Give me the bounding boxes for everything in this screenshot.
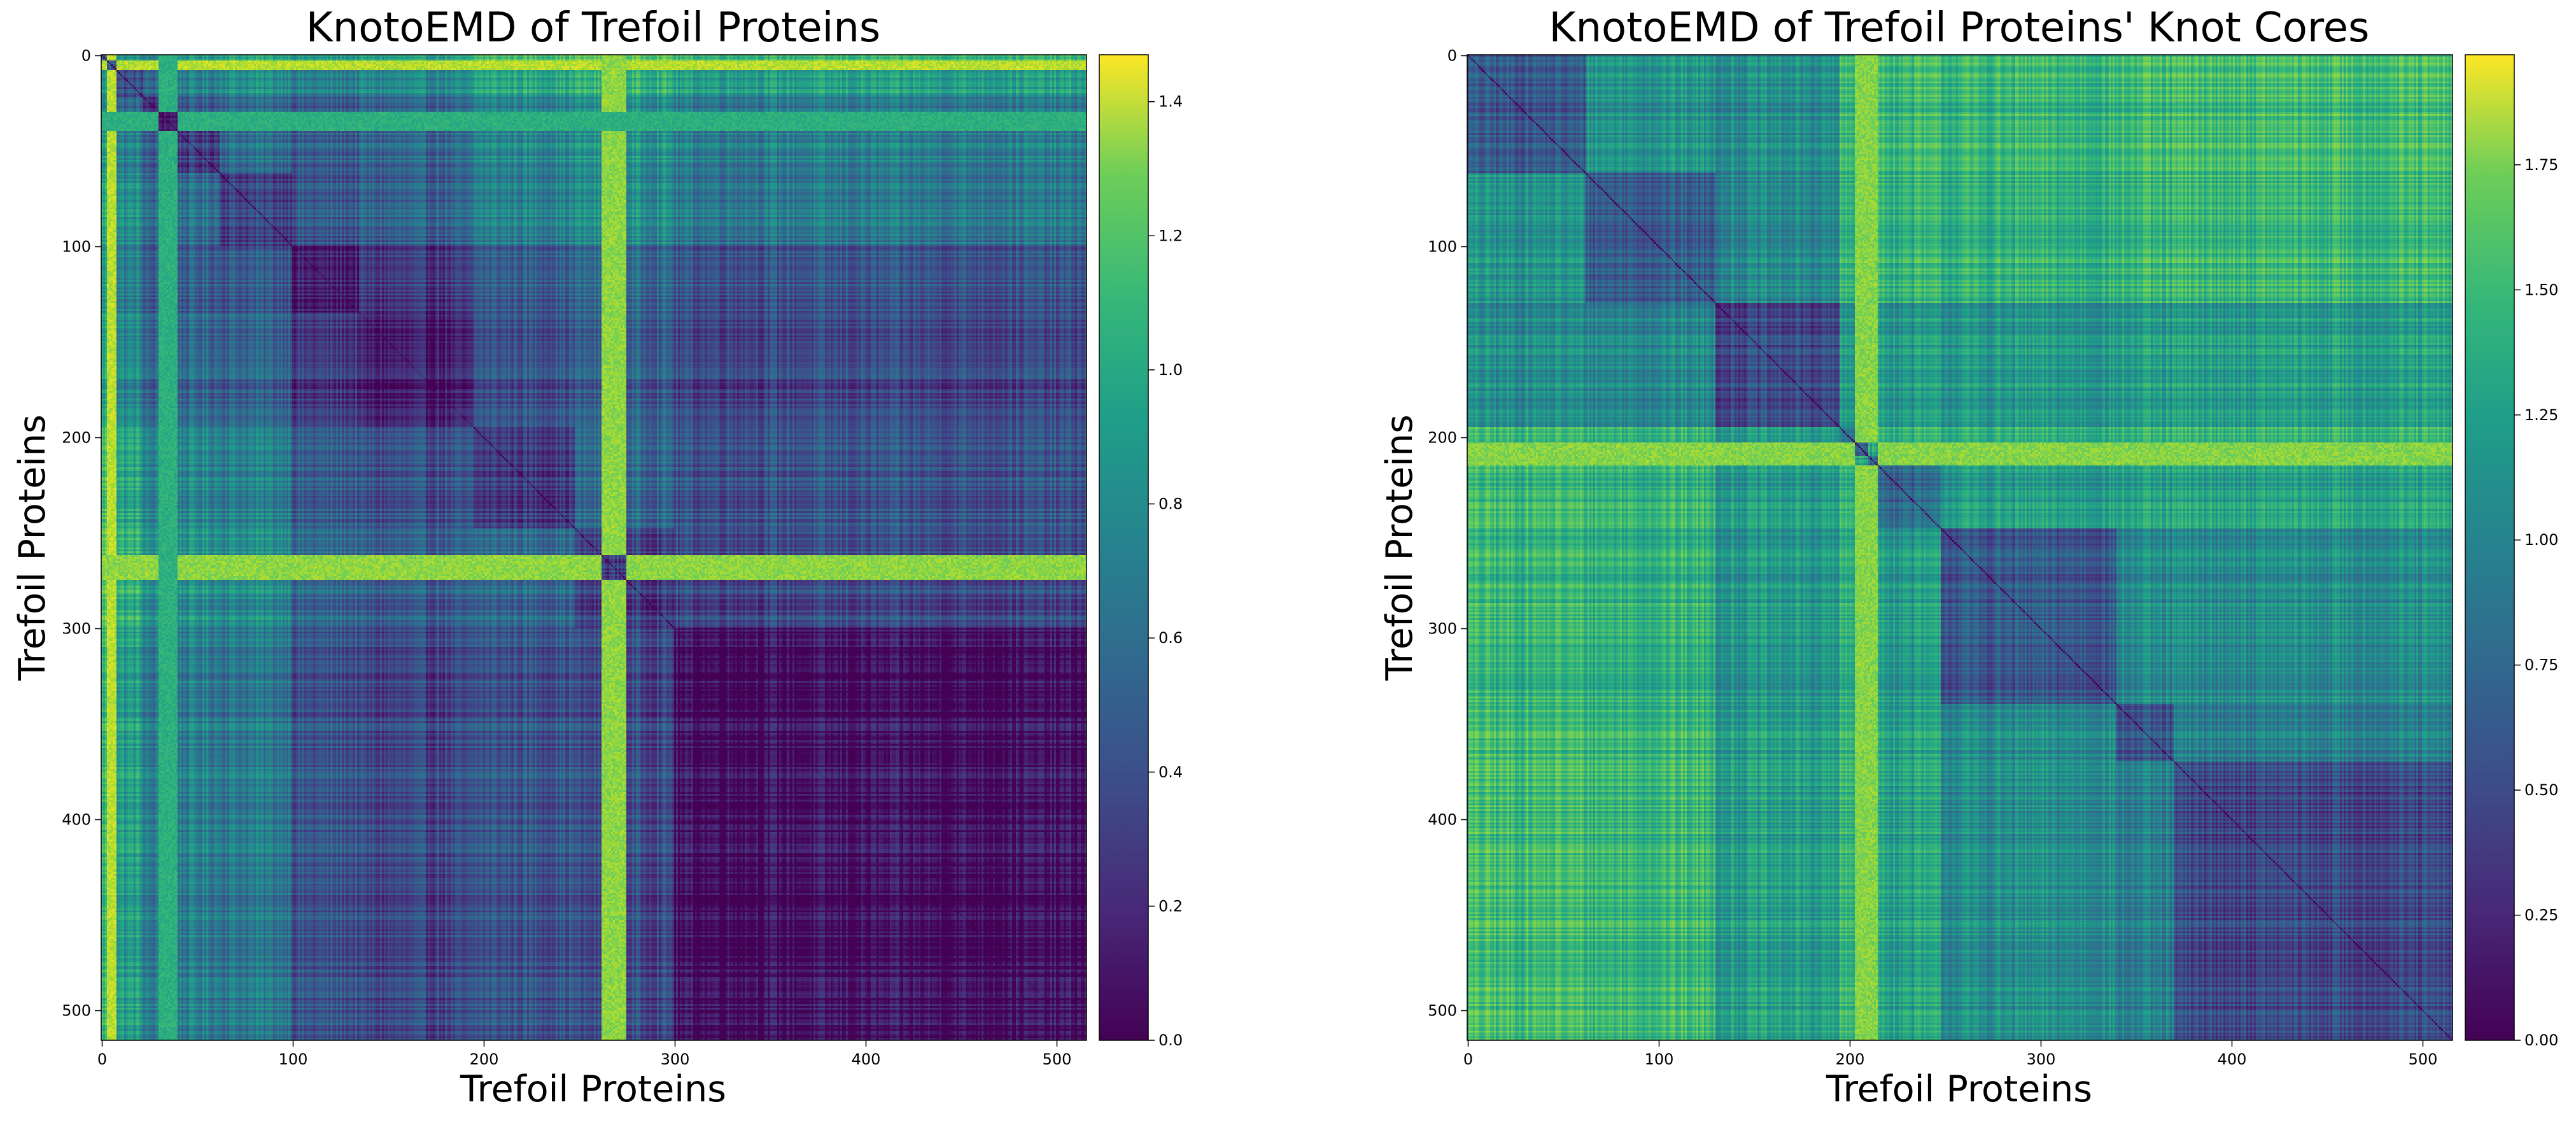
colorbar-tick-label: 1.50 — [2524, 281, 2558, 299]
x-tick-label: 500 — [2409, 1050, 2438, 1068]
heatmap-plot-area — [1467, 54, 2453, 1041]
y-tick-label: 500 — [1428, 1002, 1457, 1020]
heatmap-frame — [101, 54, 1087, 1041]
colorbar-tick-label: 0.75 — [2524, 656, 2558, 674]
y-tick-label: 200 — [1428, 429, 1457, 447]
heatmap-plot-area — [101, 54, 1087, 1041]
colorbar-tick-label: 0.6 — [1158, 629, 1183, 647]
colorbar-tick-label: 1.75 — [2524, 156, 2558, 174]
colorbar-gradient — [1099, 54, 1149, 1041]
colorbar-ticks: 0.0 0.2 0.4 0.6 0.8 1.0 1.2 1.4 — [1148, 93, 1183, 1049]
chart-title: KnotoEMD of Trefoil Proteins — [306, 4, 881, 52]
y-tick-label: 200 — [62, 429, 91, 447]
y-axis-label: Trefoil Proteins — [1379, 414, 1421, 681]
colorbar-tick-label: 1.4 — [1158, 93, 1183, 111]
x-tick-label: 400 — [2218, 1050, 2247, 1068]
colorbar-tick-label: 0.00 — [2524, 1031, 2558, 1049]
y-axis-ticks: 0 100 200 300 400 500 — [62, 47, 101, 1020]
heatmap-image — [101, 55, 1087, 1040]
x-axis-label: Trefoil Proteins — [1826, 1068, 2092, 1110]
x-axis-ticks: 0 100 200 300 400 500 — [1463, 1040, 2438, 1068]
colorbar-tick-label: 1.0 — [1158, 361, 1183, 379]
y-tick-label: 400 — [62, 811, 91, 829]
colorbar: 0.0 0.2 0.4 0.6 0.8 1.0 1.2 1.4 — [1099, 54, 1183, 1049]
colorbar-gradient — [2465, 54, 2515, 1041]
colorbar-ticks: 0.00 0.25 0.50 0.75 1.00 1.25 1.50 1.75 — [2514, 156, 2558, 1049]
x-tick-label: 100 — [279, 1050, 308, 1068]
y-tick-label: 500 — [62, 1002, 91, 1020]
x-tick-label: 200 — [470, 1050, 499, 1068]
x-axis-label: Trefoil Proteins — [460, 1068, 726, 1110]
colorbar-tick-label: 0.50 — [2524, 781, 2558, 799]
y-axis-label: Trefoil Proteins — [11, 414, 53, 681]
x-tick-label: 100 — [1645, 1050, 1674, 1068]
colorbar-tick-label: 0.4 — [1158, 763, 1183, 781]
y-tick-label: 0 — [1447, 47, 1457, 65]
x-tick-label: 300 — [661, 1050, 690, 1068]
y-tick-label: 300 — [1428, 620, 1457, 638]
heatmap-frame — [1467, 54, 2453, 1041]
heatmap-panel-1: KnotoEMD of Trefoil Proteins 0 100 200 300 4… — [11, 4, 1183, 1110]
colorbar-tick-label: 0.0 — [1158, 1031, 1183, 1049]
colorbar-tick-label: 1.00 — [2524, 531, 2558, 549]
colorbar-tick-label: 1.25 — [2524, 406, 2558, 424]
y-tick-label: 400 — [1428, 811, 1457, 829]
heatmap-panel-2: KnotoEMD of Trefoil Proteins' Knot Cores… — [1379, 4, 2558, 1110]
x-axis-ticks: 0 100 200 300 400 500 — [97, 1040, 1072, 1068]
colorbar-tick-label: 0.2 — [1158, 897, 1183, 915]
x-tick-label: 200 — [1836, 1050, 1865, 1068]
y-tick-label: 100 — [62, 238, 91, 256]
y-axis-ticks: 0 100 200 300 400 500 — [1428, 47, 1467, 1020]
y-tick-label: 100 — [1428, 238, 1457, 256]
colorbar-tick-label: 1.2 — [1158, 227, 1183, 244]
x-tick-label: 0 — [1463, 1050, 1473, 1068]
x-tick-label: 400 — [852, 1050, 881, 1068]
x-tick-label: 500 — [1043, 1050, 1072, 1068]
heatmap-image — [1467, 55, 2453, 1040]
x-tick-label: 0 — [97, 1050, 107, 1068]
y-tick-label: 0 — [81, 47, 91, 65]
chart-title: KnotoEMD of Trefoil Proteins' Knot Cores — [1549, 4, 2369, 52]
colorbar-tick-label: 0.25 — [2524, 907, 2558, 924]
y-tick-label: 300 — [62, 620, 91, 638]
colorbar-tick-label: 0.8 — [1158, 495, 1183, 513]
x-tick-label: 300 — [2027, 1050, 2056, 1068]
colorbar: 0.00 0.25 0.50 0.75 1.00 1.25 1.50 1.75 — [2465, 54, 2558, 1049]
